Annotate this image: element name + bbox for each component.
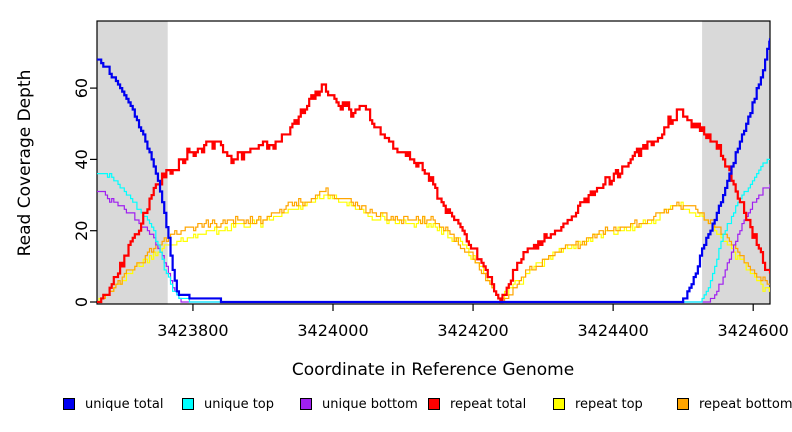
y-axis-title: Read Coverage Depth — [15, 70, 35, 257]
y-tick-label: 20 — [72, 221, 91, 241]
legend-item-repeat-total: repeat total — [428, 395, 526, 413]
legend-label: unique total — [85, 396, 164, 412]
legend-item-repeat-top: repeat top — [553, 395, 643, 413]
legend-label: repeat bottom — [699, 396, 792, 412]
legend: unique total unique top unique bottom repea… — [0, 395, 792, 417]
x-tick-label: 3424200 — [437, 321, 508, 340]
y-tick-label: 0 — [72, 297, 91, 307]
series-repeat-total-line — [97, 83, 770, 304]
x-axis-title: Coordinate in Reference Genome — [292, 360, 574, 380]
legend-label: repeat total — [450, 396, 527, 412]
x-tick-label: 3424000 — [297, 321, 368, 340]
legend-swatch-unique-top — [182, 398, 194, 410]
legend-swatch-repeat-bottom — [677, 398, 689, 410]
coverage-chart: Read Coverage Depth Coordinate in Refere… — [15, 20, 789, 380]
y-tick-label: 60 — [72, 78, 91, 98]
y-tick-label: 40 — [72, 149, 91, 169]
legend-item-repeat-bottom: repeat bottom — [677, 395, 792, 413]
legend-item-unique-total: unique total — [63, 395, 163, 413]
shaded-region-left-flank — [97, 21, 168, 304]
series-repeat-bottom-line — [97, 187, 770, 303]
legend-swatch-repeat-top — [553, 398, 565, 410]
legend-swatch-repeat-total — [428, 398, 440, 410]
plot-border — [96, 20, 771, 305]
x-tick-label: 3424400 — [577, 321, 648, 340]
legend-label: unique top — [204, 396, 275, 412]
legend-item-unique-top: unique top — [182, 395, 274, 413]
legend-item-unique-bottom: unique bottom — [300, 395, 418, 413]
legend-label: repeat top — [575, 396, 643, 412]
series-unique-bottom-line — [97, 184, 770, 303]
legend-label: unique bottom — [322, 396, 418, 412]
legend-swatch-unique-bottom — [300, 398, 312, 410]
x-tick-label: 3423800 — [157, 321, 228, 340]
legend-swatch-unique-total — [63, 398, 75, 410]
series-layer — [97, 38, 770, 304]
x-tick-label: 3424600 — [718, 321, 789, 340]
series-unique-total-line — [97, 38, 770, 304]
